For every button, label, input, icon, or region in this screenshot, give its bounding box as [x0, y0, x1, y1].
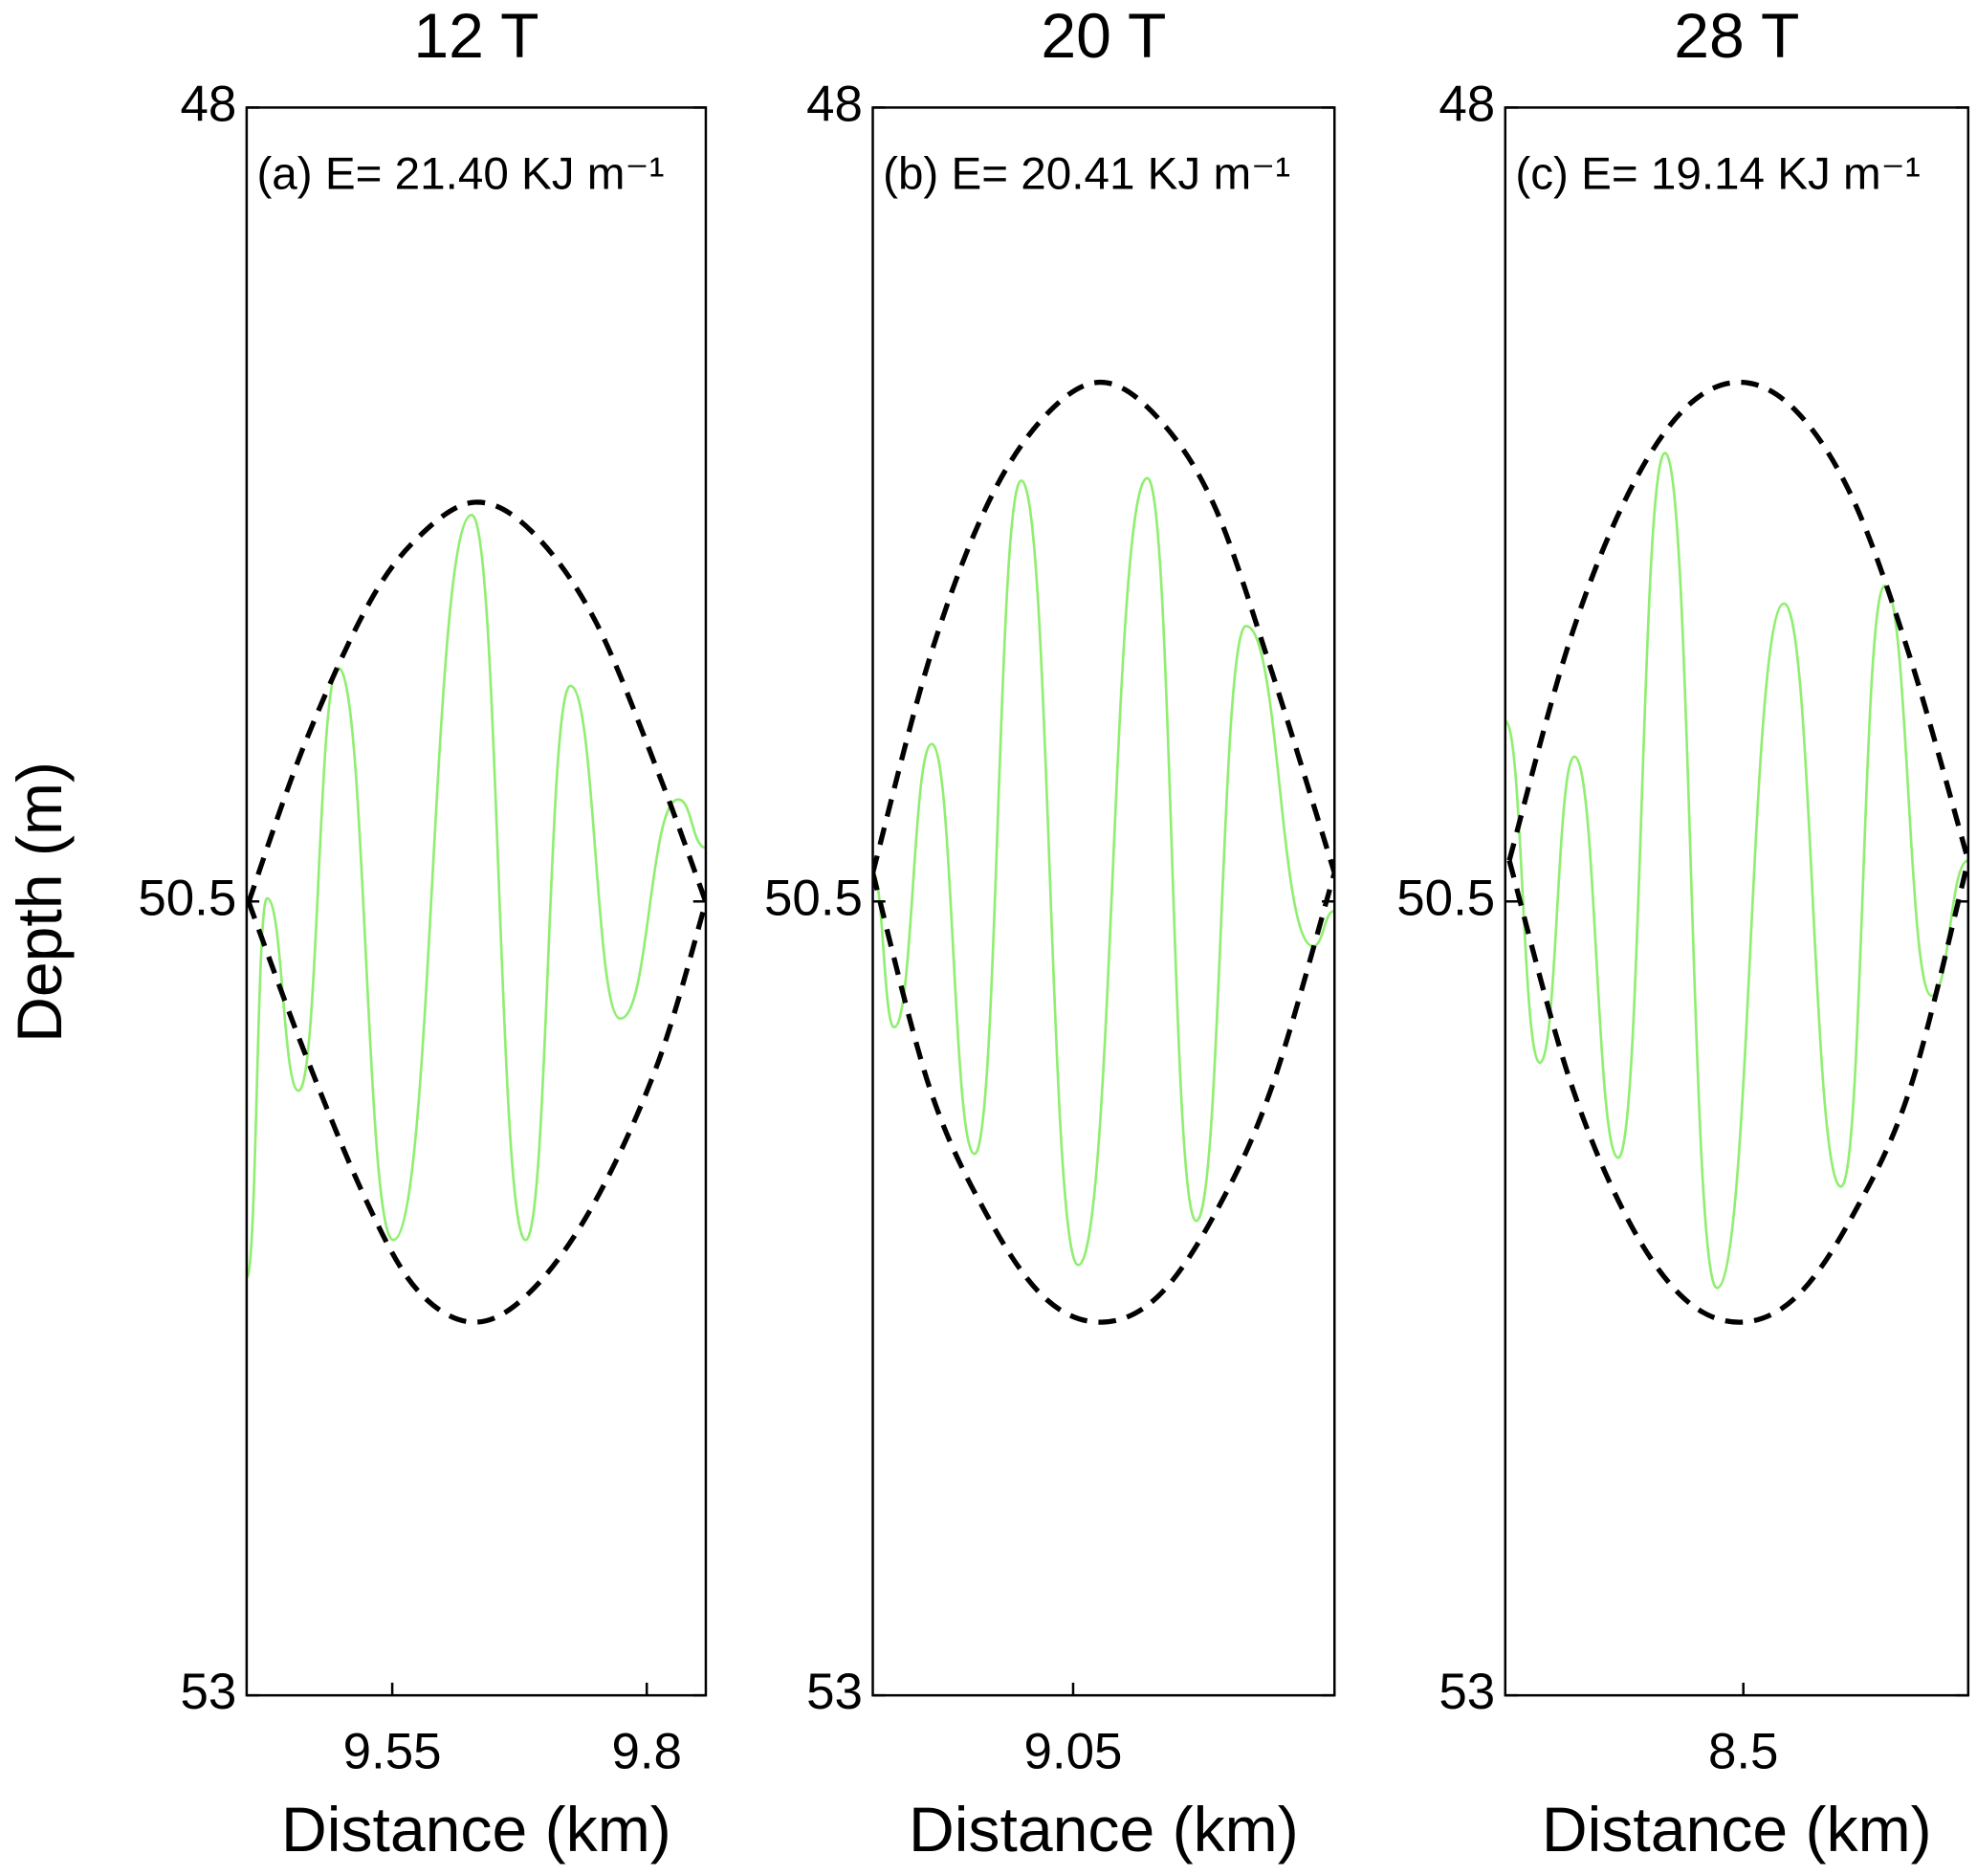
- panel-title: 28 T: [1674, 1, 1799, 72]
- y-tick-label: 48: [806, 76, 863, 132]
- y-axis-label: Depth (m): [5, 761, 76, 1043]
- y-tick-label: 50.5: [138, 870, 236, 926]
- x-tick-label: 9.8: [611, 1723, 682, 1779]
- data-line: [1506, 859, 1968, 1325]
- y-tick-label: 48: [180, 76, 236, 132]
- x-axis-label: Distance (km): [281, 1795, 671, 1865]
- data-line: [872, 476, 1335, 1267]
- y-tick-label: 50.5: [764, 870, 863, 926]
- data-line: [246, 499, 706, 903]
- annotation: (b) E= 20.41 KJ m⁻¹: [883, 149, 1290, 200]
- panel-title: 12 T: [413, 1, 538, 72]
- x-tick-label: 9.55: [343, 1723, 442, 1779]
- x-axis-label: Distance (km): [909, 1795, 1299, 1865]
- plot-frame: [245, 106, 708, 1697]
- y-tick-label: 53: [806, 1664, 863, 1720]
- y-tick-label: 48: [1439, 76, 1495, 132]
- data-line: [246, 513, 706, 1279]
- panel-title: 20 T: [1041, 1, 1166, 72]
- plot-frame: [871, 106, 1336, 1697]
- data-line: [872, 872, 1335, 1325]
- x-tick-label: 8.5: [1708, 1723, 1779, 1779]
- y-tick-label: 53: [1439, 1664, 1495, 1720]
- plot-frame: [1504, 106, 1970, 1697]
- data-line: [1505, 452, 1968, 1290]
- annotation: (c) E= 19.14 KJ m⁻¹: [1515, 149, 1920, 200]
- data-line: [872, 379, 1335, 874]
- x-axis-label: Distance (km): [1542, 1795, 1932, 1865]
- data-line: [246, 901, 706, 1325]
- data-line: [1506, 379, 1968, 862]
- y-tick-label: 53: [180, 1664, 236, 1720]
- x-tick-label: 9.05: [1024, 1723, 1123, 1779]
- y-tick-label: 50.5: [1396, 870, 1495, 926]
- annotation: (a) E= 21.40 KJ m⁻¹: [256, 149, 664, 200]
